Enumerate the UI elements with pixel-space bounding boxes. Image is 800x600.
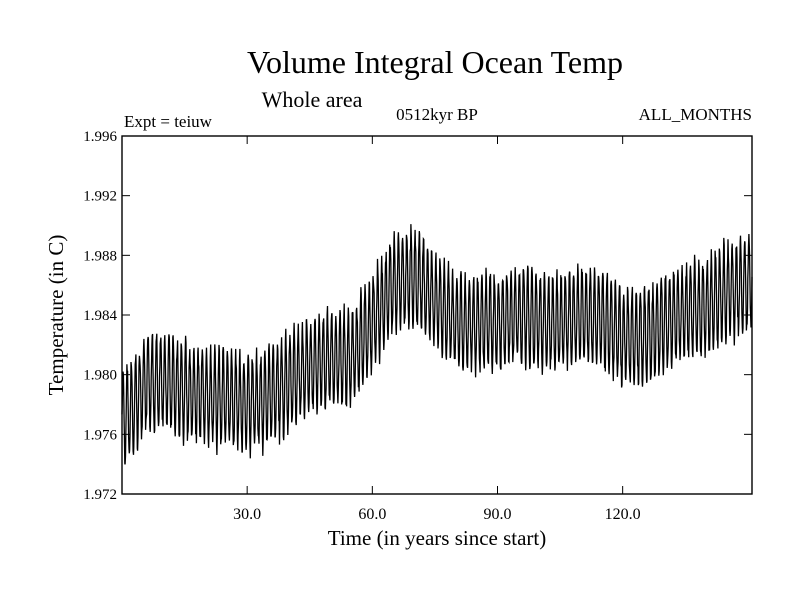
y-tick-label: 1.976	[83, 427, 117, 443]
y-tick-label: 1.992	[83, 189, 117, 205]
x-tick-label: 60.0	[358, 506, 386, 523]
y-tick-label: 1.996	[83, 129, 117, 145]
x-tick-label: 120.0	[605, 506, 641, 523]
experiment-label: Expt = teiuw	[124, 112, 213, 131]
plot-frame	[121, 135, 753, 495]
chart-title: Volume Integral Ocean Temp	[247, 44, 623, 80]
y-tick-label: 1.984	[83, 308, 117, 324]
x-tick-label: 30.0	[233, 506, 261, 523]
x-tick-label: 90.0	[483, 506, 511, 523]
x-axis-label: Time (in years since start)	[328, 526, 547, 550]
y-tick-label: 1.972	[83, 487, 117, 503]
chart-subtitle: Whole area	[262, 87, 363, 112]
y-tick-label: 1.988	[83, 248, 117, 264]
y-tick-label: 1.980	[83, 368, 117, 384]
y-axis-label: Temperature (in C)	[44, 235, 68, 396]
period-label: 0512kyr BP	[396, 105, 478, 124]
series-line	[121, 224, 753, 465]
months-label: ALL_MONTHS	[639, 105, 752, 124]
